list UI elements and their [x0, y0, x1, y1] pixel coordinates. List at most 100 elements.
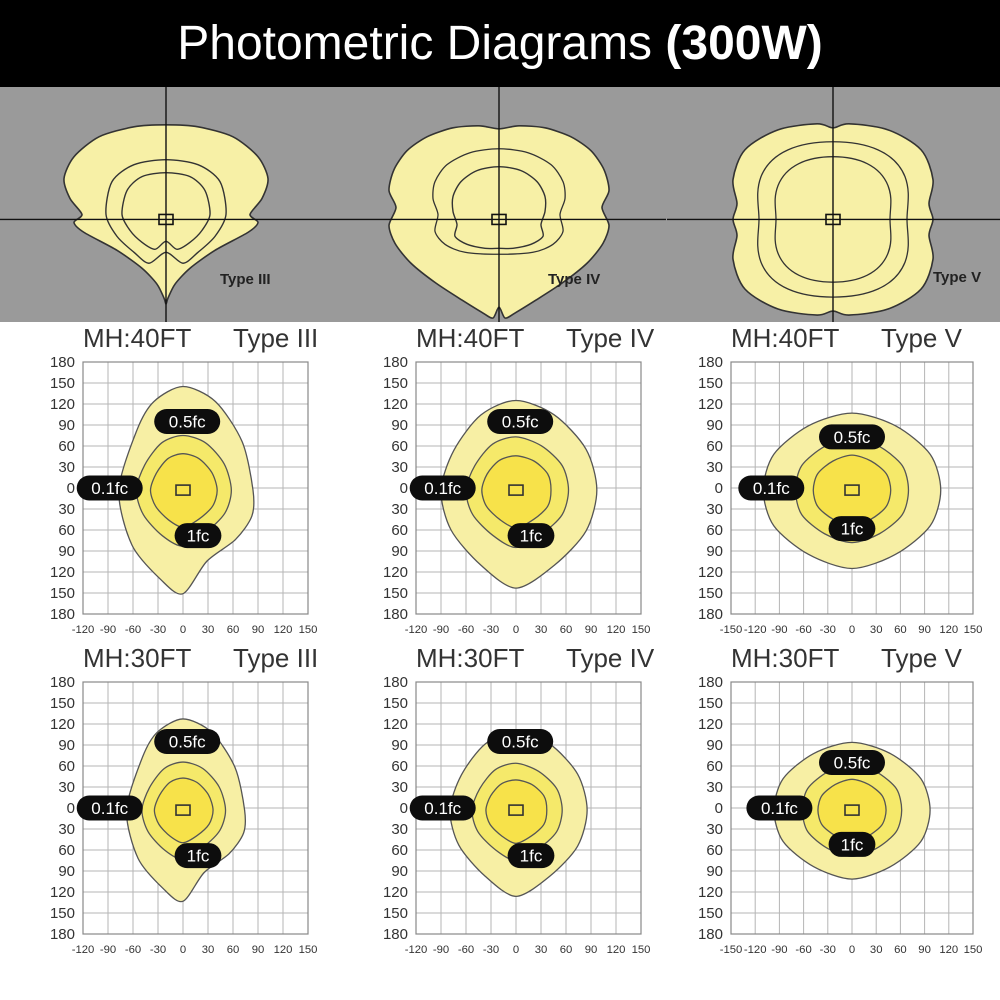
- svg-text:120: 120: [50, 396, 75, 413]
- svg-text:30: 30: [535, 624, 548, 636]
- svg-text:150: 150: [698, 695, 723, 712]
- svg-text:150: 150: [299, 944, 318, 956]
- svg-text:-30: -30: [150, 944, 166, 956]
- svg-text:90: 90: [706, 737, 723, 754]
- svg-text:90: 90: [585, 944, 598, 956]
- svg-text:30: 30: [58, 501, 75, 518]
- svg-text:30: 30: [391, 501, 408, 518]
- svg-text:180: 180: [698, 606, 723, 623]
- svg-text:60: 60: [706, 842, 723, 859]
- svg-text:120: 120: [383, 716, 408, 733]
- svg-text:90: 90: [585, 624, 598, 636]
- svg-text:30: 30: [391, 821, 408, 838]
- svg-text:30: 30: [391, 459, 408, 476]
- svg-text:60: 60: [58, 758, 75, 775]
- svg-text:0.5fc: 0.5fc: [169, 413, 206, 432]
- svg-text:-90: -90: [100, 624, 116, 636]
- svg-text:MH:30FT: MH:30FT: [416, 643, 524, 673]
- svg-text:120: 120: [607, 624, 626, 636]
- svg-text:90: 90: [391, 417, 408, 434]
- svg-text:0: 0: [715, 800, 723, 817]
- svg-text:0.1fc: 0.1fc: [91, 799, 128, 818]
- svg-text:180: 180: [50, 674, 75, 691]
- svg-text:0.5fc: 0.5fc: [502, 733, 539, 752]
- svg-text:90: 90: [391, 737, 408, 754]
- svg-text:-30: -30: [820, 624, 836, 636]
- svg-text:60: 60: [391, 522, 408, 539]
- svg-text:30: 30: [535, 944, 548, 956]
- svg-text:Type III: Type III: [233, 643, 318, 673]
- svg-text:0: 0: [180, 624, 186, 636]
- svg-text:30: 30: [58, 779, 75, 796]
- svg-text:60: 60: [58, 522, 75, 539]
- svg-text:30: 30: [58, 821, 75, 838]
- svg-text:120: 120: [698, 884, 723, 901]
- svg-text:-60: -60: [125, 944, 141, 956]
- svg-text:180: 180: [383, 606, 408, 623]
- svg-text:60: 60: [706, 522, 723, 539]
- svg-text:180: 180: [50, 926, 75, 943]
- svg-text:150: 150: [383, 375, 408, 392]
- svg-text:120: 120: [50, 564, 75, 581]
- svg-text:60: 60: [894, 624, 907, 636]
- svg-text:60: 60: [58, 842, 75, 859]
- svg-text:-150: -150: [720, 624, 743, 636]
- svg-text:30: 30: [202, 624, 215, 636]
- svg-text:-120: -120: [405, 624, 428, 636]
- svg-text:90: 90: [706, 543, 723, 560]
- svg-text:180: 180: [698, 674, 723, 691]
- svg-text:0: 0: [513, 624, 519, 636]
- svg-text:0: 0: [715, 480, 723, 497]
- svg-text:180: 180: [50, 354, 75, 371]
- svg-text:0: 0: [400, 800, 408, 817]
- svg-text:1fc: 1fc: [841, 520, 864, 539]
- svg-text:30: 30: [870, 624, 883, 636]
- svg-text:0.1fc: 0.1fc: [753, 479, 790, 498]
- svg-text:1fc: 1fc: [841, 835, 864, 854]
- svg-text:MH:40FT: MH:40FT: [731, 323, 839, 353]
- svg-text:-120: -120: [744, 944, 767, 956]
- svg-text:-60: -60: [458, 624, 474, 636]
- svg-text:Type IV: Type IV: [566, 643, 655, 673]
- svg-text:60: 60: [706, 438, 723, 455]
- svg-text:-60: -60: [458, 944, 474, 956]
- svg-text:180: 180: [383, 674, 408, 691]
- svg-text:0.5fc: 0.5fc: [834, 754, 871, 773]
- svg-text:90: 90: [252, 624, 265, 636]
- svg-text:150: 150: [299, 624, 318, 636]
- svg-text:120: 120: [698, 396, 723, 413]
- svg-text:120: 120: [383, 564, 408, 581]
- svg-text:150: 150: [964, 624, 983, 636]
- svg-text:180: 180: [698, 926, 723, 943]
- svg-text:90: 90: [58, 417, 75, 434]
- svg-text:120: 120: [50, 884, 75, 901]
- svg-text:60: 60: [560, 624, 573, 636]
- svg-text:-90: -90: [771, 944, 787, 956]
- svg-text:30: 30: [870, 944, 883, 956]
- svg-text:-30: -30: [150, 624, 166, 636]
- svg-text:120: 120: [607, 944, 626, 956]
- svg-text:1fc: 1fc: [520, 527, 543, 546]
- svg-text:150: 150: [698, 585, 723, 602]
- svg-text:120: 120: [383, 884, 408, 901]
- svg-text:30: 30: [58, 459, 75, 476]
- svg-text:-60: -60: [795, 944, 811, 956]
- svg-text:150: 150: [383, 695, 408, 712]
- svg-text:90: 90: [58, 737, 75, 754]
- svg-text:60: 60: [391, 438, 408, 455]
- svg-text:150: 150: [50, 695, 75, 712]
- svg-text:0.1fc: 0.1fc: [424, 799, 461, 818]
- svg-text:30: 30: [706, 821, 723, 838]
- svg-text:-30: -30: [483, 944, 499, 956]
- svg-text:90: 90: [706, 863, 723, 880]
- svg-text:150: 150: [632, 944, 651, 956]
- svg-text:MH:30FT: MH:30FT: [83, 643, 191, 673]
- svg-text:1fc: 1fc: [520, 847, 543, 866]
- svg-text:-90: -90: [433, 944, 449, 956]
- svg-text:30: 30: [391, 779, 408, 796]
- svg-text:180: 180: [50, 606, 75, 623]
- svg-text:120: 120: [274, 944, 293, 956]
- svg-text:MH:40FT: MH:40FT: [83, 323, 191, 353]
- svg-text:60: 60: [560, 944, 573, 956]
- svg-text:60: 60: [391, 758, 408, 775]
